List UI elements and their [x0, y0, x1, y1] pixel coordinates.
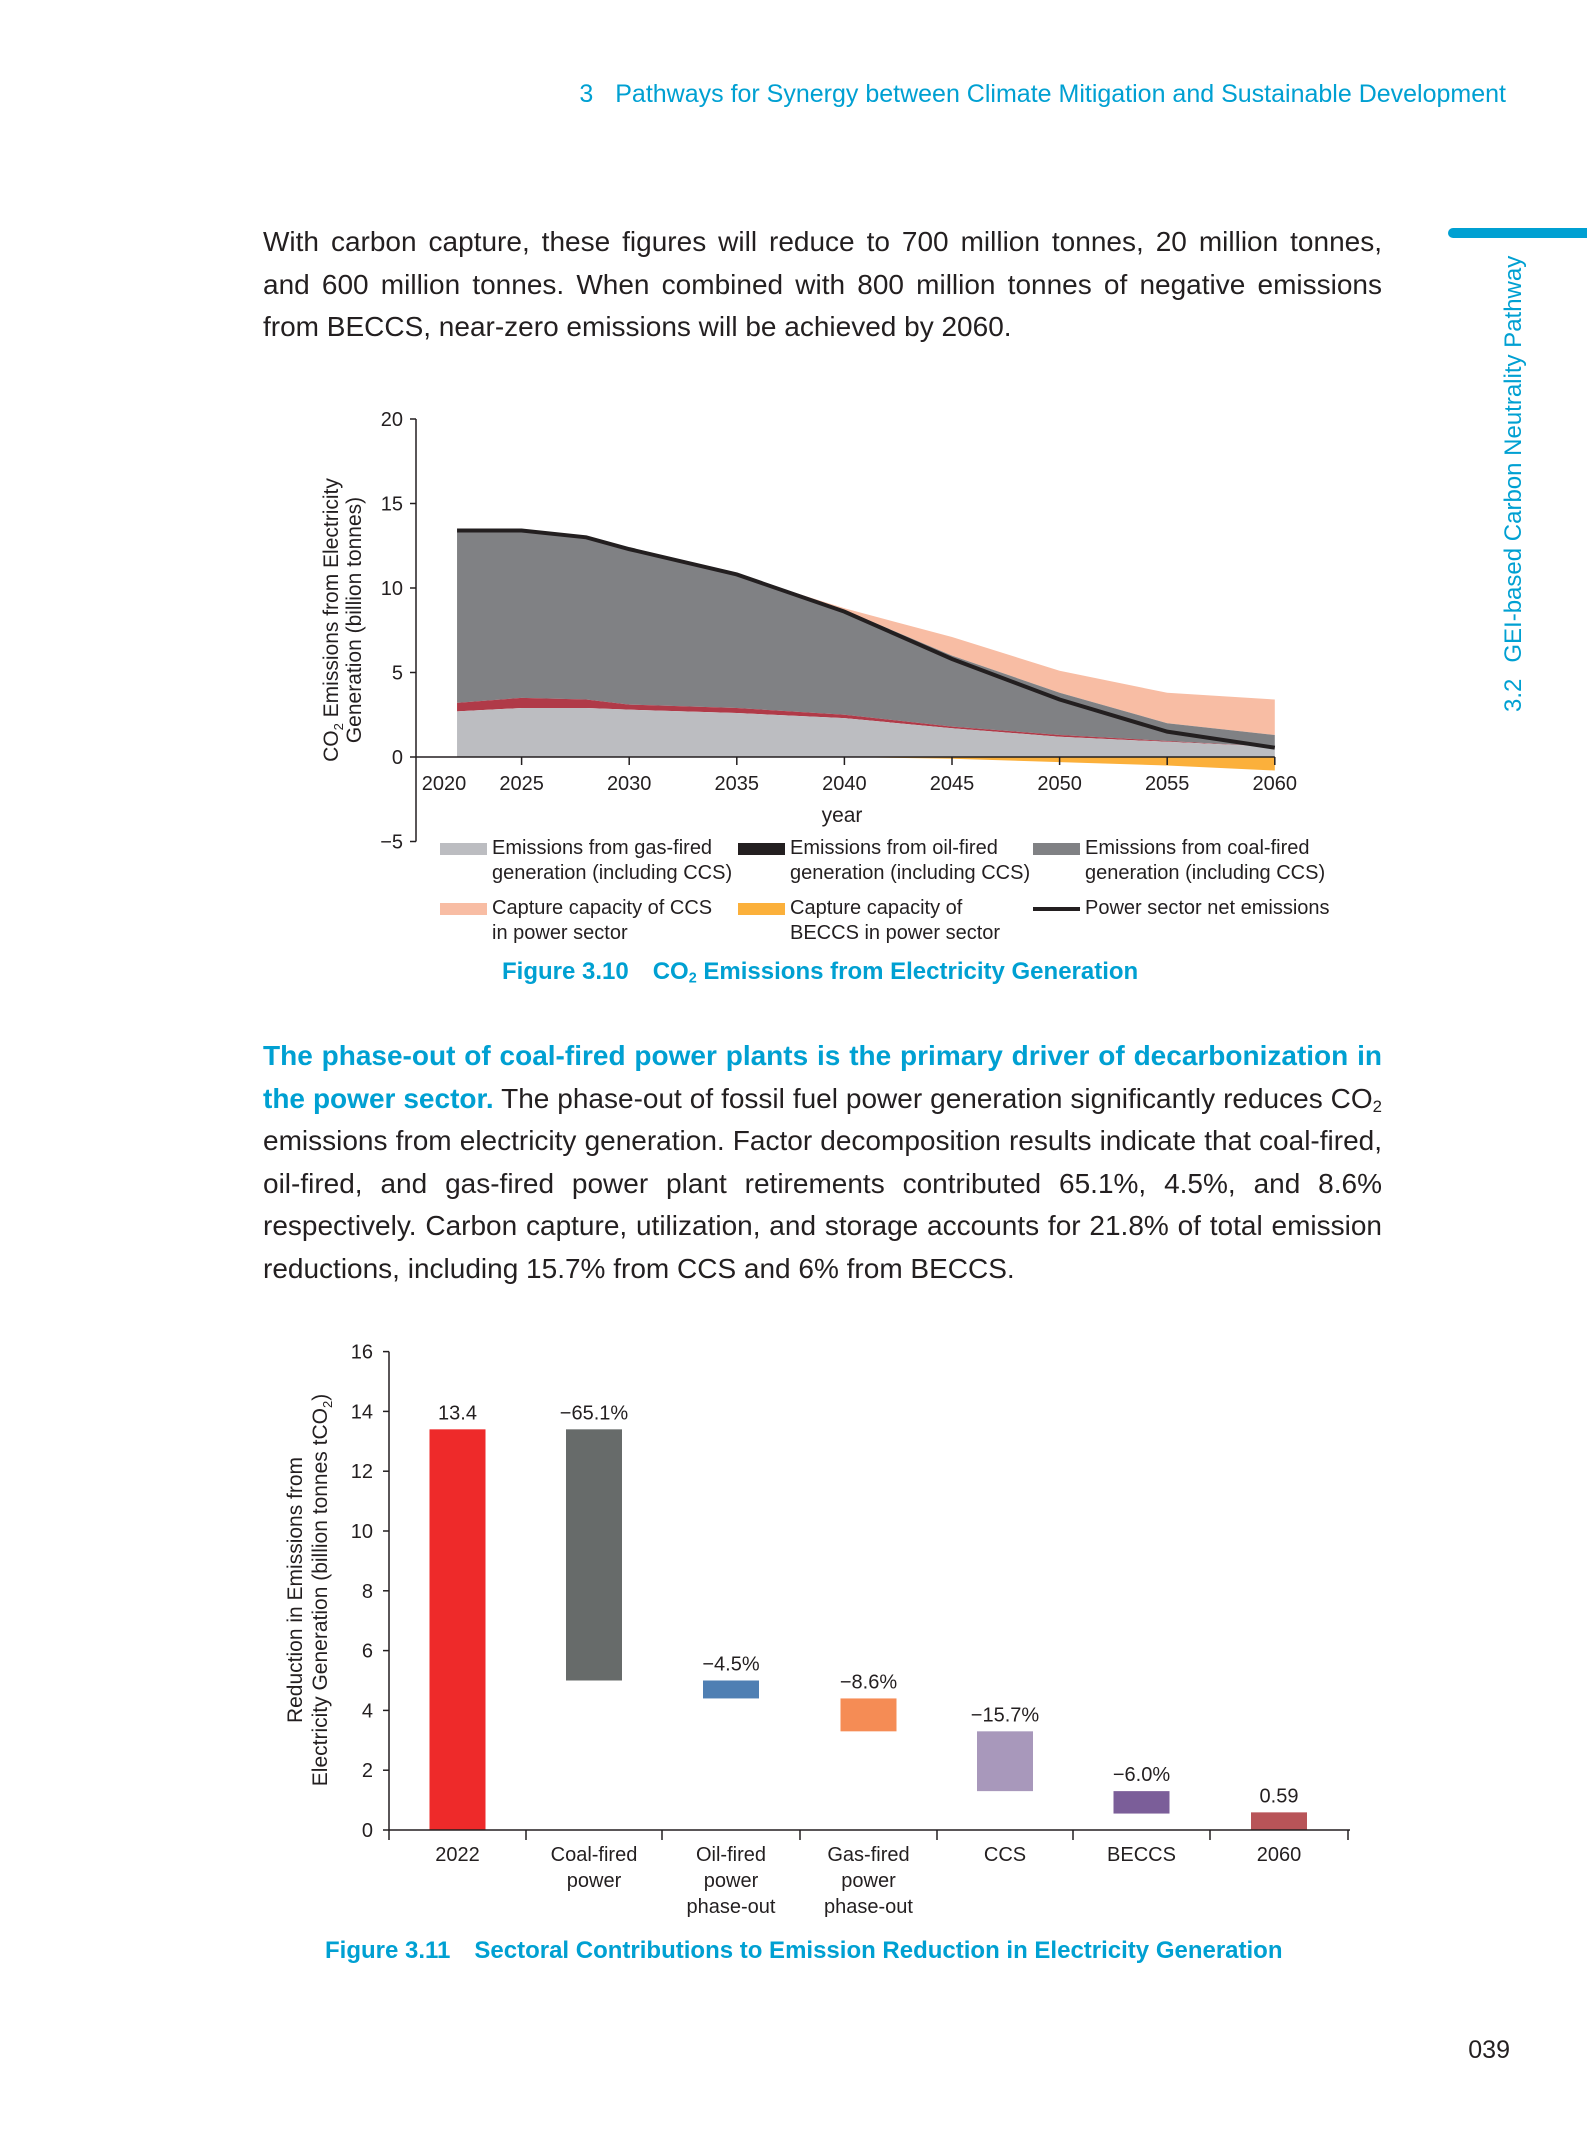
bar-2 [703, 1680, 759, 1699]
x-tick-label: 2020 [422, 773, 467, 795]
legend-item-beccs: Capture capacity of BECCS in power sector [738, 896, 1000, 946]
y-tick-label: 6 [362, 1641, 373, 1663]
legend-swatch [440, 843, 487, 855]
y-tick-label: 0 [392, 747, 403, 769]
legend-item-gas: Emissions from gas-fired generation (incl… [440, 836, 732, 886]
y-tick-label: 2 [362, 1760, 373, 1782]
y-tick-label: 16 [351, 1342, 373, 1364]
waterfall-bar-chart: 13.4 −65.1% −4.5% −8.6% −15.7% −6.0% 0.59 2022… [284, 1342, 1350, 1918]
category-label: power [841, 1870, 896, 1892]
category-label: 2060 [1257, 1844, 1302, 1866]
x-tick-label: 2025 [499, 773, 544, 795]
x-tick-label: 2030 [607, 773, 652, 795]
x-tick-label: 2040 [822, 773, 867, 795]
y-tick-label: 10 [381, 578, 403, 600]
bar-value-label: 13.4 [438, 1402, 477, 1424]
figure-3-10-caption: Figure 3.10 CO2 Emissions from Electricit… [502, 958, 1139, 987]
y-tick-label: 8 [362, 1581, 373, 1603]
x-axis-label: year [822, 804, 863, 827]
legend-item-coal: Emissions from coal-fired generation (inc… [1033, 836, 1325, 886]
legend-item-net: Power sector net emissions [1033, 896, 1330, 921]
bar-value-label: −4.5% [702, 1654, 759, 1676]
gas-emissions-area [457, 707, 1275, 757]
x-tick-label: 2060 [1253, 773, 1298, 795]
category-label: phase-out [824, 1896, 913, 1918]
y-axis-label-line2: Electricity Generation (billion tonnes t… [309, 1394, 335, 1786]
y-tick-label: 10 [351, 1521, 373, 1543]
y-tick-label: 12 [351, 1461, 373, 1483]
y-tick-label: 15 [381, 494, 403, 516]
y-tick-label: 0 [362, 1820, 373, 1842]
bar-1 [566, 1429, 622, 1681]
y-tick-label: 14 [351, 1401, 373, 1423]
category-label: BECCS [1107, 1844, 1176, 1866]
x-tick-label: 2045 [930, 773, 975, 795]
bar-value-label: −15.7% [971, 1704, 1040, 1726]
bar-4 [977, 1731, 1033, 1792]
net-emissions-line [457, 528, 1276, 750]
category-label: 2022 [435, 1844, 480, 1866]
category-label: power [567, 1870, 622, 1892]
legend-swatch [738, 843, 785, 855]
category-label: Gas-fired [827, 1844, 909, 1866]
y-tick-label: 4 [362, 1700, 373, 1722]
paragraph-1: With carbon capture, these figures will … [263, 226, 1382, 343]
category-label: phase-out [687, 1896, 776, 1918]
emissions-area-chart: 20 15 10 5 0 −5 2020 2025 2030 2035 2040 2045 2050 20… [320, 409, 1298, 854]
category-label: Oil-fired [696, 1844, 766, 1866]
x-tick-label: 2050 [1037, 773, 1082, 795]
coal-emissions-area [457, 532, 1275, 747]
paragraph-2: The phase-out of coal-fired power plants… [263, 1040, 1382, 1284]
legend-swatch [440, 903, 487, 915]
category-label: Coal-fired [551, 1844, 638, 1866]
ccs-capture-area [457, 532, 1275, 736]
y-axis-label: CO2 Emissions from Electricity [320, 478, 346, 762]
legend-item-ccs: Capture capacity of CCS in power sector [440, 896, 712, 946]
bar-value-label: −6.0% [1113, 1764, 1170, 1786]
bar-3 [840, 1698, 897, 1732]
paragraph-highlight: The phase-out of coal-fired power plants… [263, 1040, 1382, 1114]
x-tick-label: 2055 [1145, 773, 1190, 795]
bar-6 [1251, 1812, 1307, 1830]
legend-item-oil: Emissions from oil-fired generation (incl… [738, 836, 1030, 886]
chapter-title: Pathways for Synergy between Climate Mit… [615, 80, 1506, 108]
figure-3-11-caption: Figure 3.11 Sectoral Contributions to Emi… [325, 1937, 1283, 1964]
bar-value-label: −65.1% [560, 1402, 629, 1424]
y-axis-label: Reduction in Emissions from [284, 1457, 307, 1723]
beccs-capture-area [457, 757, 1275, 771]
oil-emissions-area [457, 697, 1275, 747]
category-label: power [704, 1870, 759, 1892]
legend-swatch [738, 903, 785, 915]
category-label: CCS [984, 1844, 1026, 1866]
y-tick-label: 5 [392, 663, 403, 685]
y-tick-label: 20 [381, 409, 403, 431]
y-tick-label: −5 [380, 832, 403, 854]
legend-swatch [1033, 843, 1080, 855]
x-tick-label: 2035 [715, 773, 760, 795]
running-header: 3 Pathways for Synergy between Climate Mi… [579, 80, 1506, 109]
section-tab-bar [1448, 228, 1587, 238]
bar-5 [1113, 1791, 1170, 1814]
bar-0 [429, 1429, 486, 1830]
chapter-number: 3 [579, 80, 594, 108]
page-number: 039 [1468, 2036, 1510, 2064]
bar-value-label: −8.6% [840, 1671, 897, 1693]
bar-value-label: 0.59 [1260, 1785, 1299, 1807]
y-axis-label-line2: Generation (billion tonnes) [343, 497, 366, 743]
legend-line [1033, 907, 1080, 911]
